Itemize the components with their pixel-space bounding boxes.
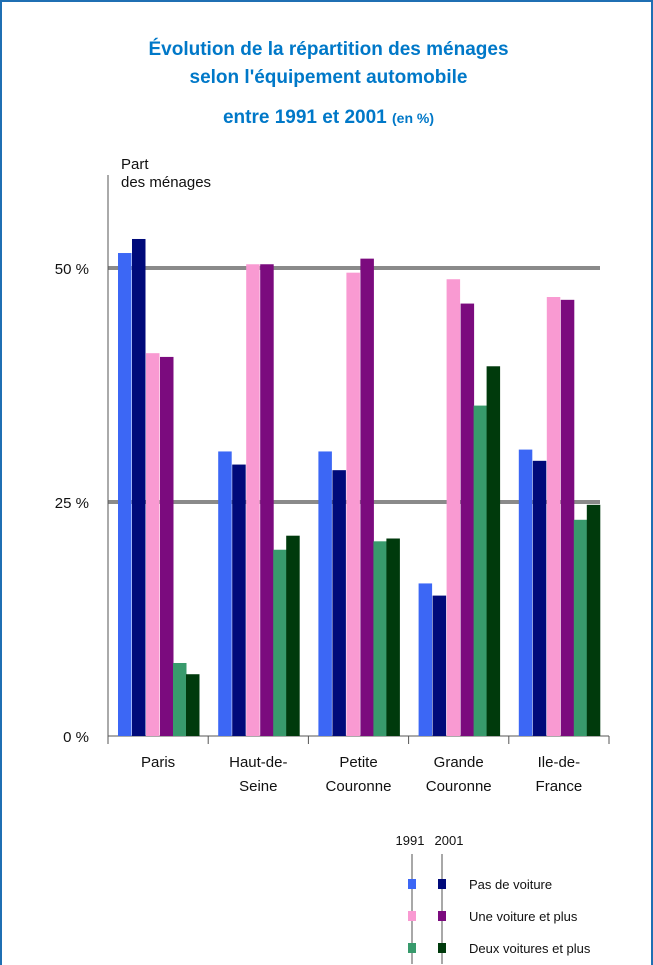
bar-deux-voitures-et-plus-2001 xyxy=(486,366,501,736)
chart-title-line-2: selon l'équipement automobile xyxy=(189,67,468,88)
category-label: Petite xyxy=(339,754,377,771)
bar-une-voiture-et-plus-1991 xyxy=(546,297,561,736)
bar-deux-voitures-et-plus-1991 xyxy=(273,549,287,736)
legend-swatch-1991 xyxy=(408,911,416,921)
bar-pas-de-voiture-1991 xyxy=(218,451,232,736)
bar-une-voiture-et-plus-1991 xyxy=(146,353,160,736)
bar-deux-voitures-et-plus-1991 xyxy=(573,519,588,736)
chart-title-unit: (en %) xyxy=(392,110,434,126)
bar-deux-voitures-et-plus-2001 xyxy=(586,504,601,736)
legend-label: Une voiture et plus xyxy=(469,909,578,924)
chart-title-line-1: Évolution de la répartition des ménages xyxy=(148,39,509,60)
category-label: Couronne xyxy=(326,778,392,795)
bar-pas-de-voiture-2001 xyxy=(432,595,447,736)
legend-label: Pas de voiture xyxy=(469,877,552,892)
bar-deux-voitures-et-plus-2001 xyxy=(186,674,200,736)
bar-une-voiture-et-plus-2001 xyxy=(460,303,475,736)
bar-deux-voitures-et-plus-1991 xyxy=(173,662,187,736)
bar-pas-de-voiture-1991 xyxy=(318,451,332,736)
bar-une-voiture-et-plus-2001 xyxy=(260,264,274,736)
legend-swatch-1991 xyxy=(408,879,416,889)
bar-une-voiture-et-plus-2001 xyxy=(160,356,174,736)
bar-deux-voitures-et-plus-1991 xyxy=(473,405,488,736)
legend-year-2001: 2001 xyxy=(435,833,464,848)
bar-pas-de-voiture-2001 xyxy=(332,470,346,736)
y-axis-label-line-1: Part xyxy=(121,156,149,173)
y-tick-label: 50 % xyxy=(55,261,89,278)
y-tick-label: 0 % xyxy=(63,729,89,746)
bar-pas-de-voiture-2001 xyxy=(132,238,146,736)
category-label: Ile-de- xyxy=(538,754,581,771)
legend-swatch-2001 xyxy=(438,943,446,953)
category-label: France xyxy=(536,778,583,795)
bar-pas-de-voiture-1991 xyxy=(518,449,533,736)
category-label: Grande xyxy=(434,754,484,771)
category-label: Paris xyxy=(141,754,175,771)
bar-pas-de-voiture-1991 xyxy=(418,583,433,736)
legend-year-1991: 1991 xyxy=(396,833,425,848)
bar-une-voiture-et-plus-2001 xyxy=(360,258,374,736)
bar-pas-de-voiture-1991 xyxy=(118,253,132,737)
category-label: Seine xyxy=(239,778,277,795)
bar-pas-de-voiture-2001 xyxy=(532,460,547,736)
category-label: Couronne xyxy=(426,778,492,795)
bar-une-voiture-et-plus-2001 xyxy=(560,299,575,736)
legend-swatch-2001 xyxy=(438,879,446,889)
y-axis-label-line-2: des ménages xyxy=(121,174,211,191)
bar-une-voiture-et-plus-1991 xyxy=(246,264,260,736)
bar-pas-de-voiture-2001 xyxy=(232,464,246,736)
bar-deux-voitures-et-plus-2001 xyxy=(386,538,400,736)
bar-deux-voitures-et-plus-2001 xyxy=(286,535,300,736)
bar-une-voiture-et-plus-1991 xyxy=(446,279,461,736)
y-tick-label: 25 % xyxy=(55,495,89,512)
legend-label: Deux voitures et plus xyxy=(469,941,591,956)
bar-deux-voitures-et-plus-1991 xyxy=(373,541,387,736)
chart-title-line-3: entre 1991 et 2001 (en %) xyxy=(2,104,651,132)
legend-swatch-1991 xyxy=(408,943,416,953)
category-label: Haut-de- xyxy=(229,754,287,771)
legend-swatch-2001 xyxy=(438,911,446,921)
bar-une-voiture-et-plus-1991 xyxy=(346,272,360,736)
chart-title-years: entre 1991 et 2001 xyxy=(222,107,387,128)
